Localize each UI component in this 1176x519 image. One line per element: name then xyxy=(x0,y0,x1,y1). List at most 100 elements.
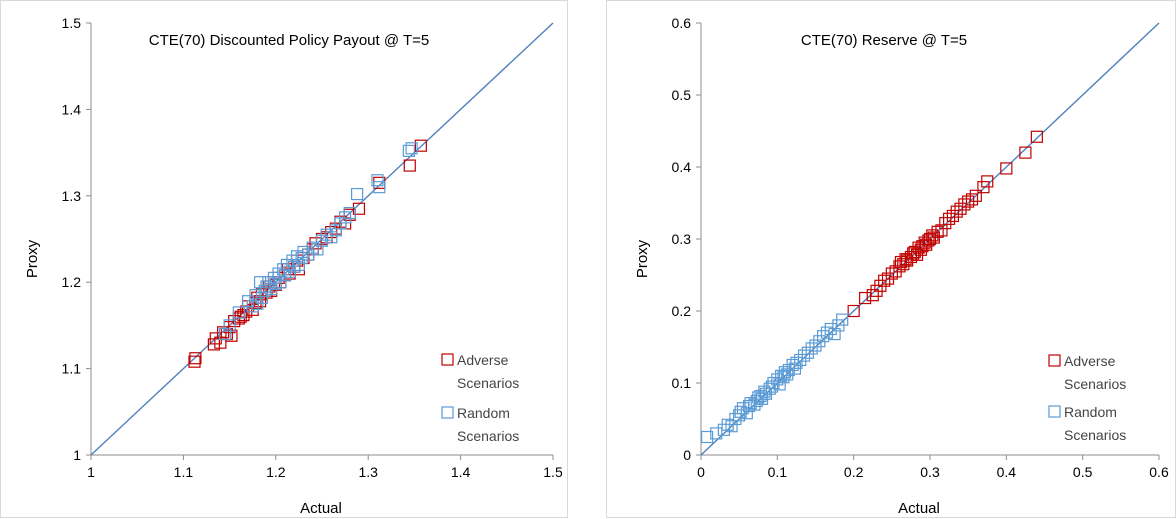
y-tick-label: 1.5 xyxy=(62,15,82,31)
point-random xyxy=(232,306,245,319)
point-random xyxy=(343,206,356,220)
x-tick-label: 0.5 xyxy=(1073,464,1093,480)
reference-line-y-equals-x xyxy=(90,22,554,456)
point-random xyxy=(258,284,271,297)
point-random xyxy=(725,420,738,433)
point-random xyxy=(351,187,364,201)
x-tick-label: 1.5 xyxy=(543,464,563,480)
point-random xyxy=(320,228,333,241)
x-tick-label: 1.2 xyxy=(266,464,286,480)
x-tick-label: 0.3 xyxy=(920,464,940,480)
point-random xyxy=(740,407,753,420)
legend-marker-adverse xyxy=(1048,354,1061,367)
legend: Adverse Scenarios Random Scenarios xyxy=(1048,353,1126,443)
point-random xyxy=(701,430,714,444)
point-random xyxy=(371,174,384,187)
legend-label-adverse: Adverse xyxy=(457,352,509,368)
point-adverse xyxy=(1030,130,1043,143)
point-adverse xyxy=(931,225,944,238)
y-tick-label: 1.2 xyxy=(62,274,82,290)
point-random xyxy=(797,349,811,362)
point-random xyxy=(405,142,418,155)
point-random xyxy=(373,181,386,194)
x-tick-label: 1.3 xyxy=(358,464,378,480)
y-tick-label: 0.1 xyxy=(672,375,692,391)
point-adverse xyxy=(188,355,201,368)
x-tick-label: 0.1 xyxy=(768,464,788,480)
point-random xyxy=(809,339,822,352)
point-random xyxy=(288,260,301,273)
point-random xyxy=(278,269,292,282)
point-adverse xyxy=(969,189,982,202)
point-random xyxy=(260,280,273,293)
legend-marker-random xyxy=(441,406,454,419)
point-random xyxy=(274,276,287,289)
point-adverse xyxy=(403,159,416,172)
point-random xyxy=(733,409,746,422)
point-adverse xyxy=(859,291,872,305)
x-tick-label: 0.4 xyxy=(997,464,1017,480)
y-tick-label: 0.6 xyxy=(672,15,692,31)
point-adverse xyxy=(954,202,967,215)
point-random xyxy=(778,366,792,379)
legend-marker-adverse xyxy=(441,353,454,366)
x-axis-title: Actual xyxy=(300,500,342,517)
point-random xyxy=(836,313,849,326)
x-tick-label: 0 xyxy=(697,464,705,480)
point-random xyxy=(311,243,324,256)
point-random xyxy=(710,427,723,440)
point-random xyxy=(253,276,267,289)
x-axis-title: Actual xyxy=(898,500,940,517)
point-adverse xyxy=(1000,162,1013,175)
point-adverse xyxy=(946,209,959,223)
point-random xyxy=(820,326,834,339)
y-tick-label: 0.2 xyxy=(672,303,692,319)
point-adverse xyxy=(214,336,227,349)
point-adverse xyxy=(189,352,202,365)
point-random xyxy=(297,245,310,259)
point-random xyxy=(269,277,282,291)
y-tick-label: 0.5 xyxy=(672,87,692,103)
y-tick-label: 0 xyxy=(683,447,691,463)
point-random xyxy=(339,211,352,224)
y-tick-label: 1 xyxy=(73,447,81,463)
point-random xyxy=(329,224,342,237)
x-tick-label: 1 xyxy=(87,464,95,480)
y-tick-label: 1.1 xyxy=(62,361,82,377)
point-random xyxy=(794,353,807,367)
point-random xyxy=(218,327,232,341)
scatter-chart-left: 1 1.1 1.2 1.3 1.4 1.5 1 1.1 1.2 1.3 1.4 1.5 CTE(70)… xyxy=(24,15,563,517)
legend-label-adverse-line2: Scenarios xyxy=(1064,376,1126,392)
y-tick-label: 1.3 xyxy=(62,188,82,204)
y-tick-label: 1.4 xyxy=(62,101,82,117)
point-random xyxy=(773,378,786,391)
legend-label-random-line2: Scenarios xyxy=(1064,427,1126,443)
point-adverse xyxy=(414,139,427,152)
point-adverse xyxy=(923,232,937,246)
point-random xyxy=(805,342,818,355)
point-random xyxy=(223,319,236,332)
point-adverse xyxy=(878,274,891,287)
plot-area: 1 1.1 1.2 1.3 1.4 1.5 1 1.1 1.2 1.3 1.4 1.5 xyxy=(62,15,563,480)
point-adverse xyxy=(939,217,952,230)
legend-marker-random xyxy=(1048,405,1061,418)
chart-panel-right: 0 0.1 0.2 0.3 0.4 0.5 0.6 0 0.1 0.2 0.3 0.4 0.5 0.6 C… xyxy=(606,0,1176,518)
chart-panel-left: 1 1.1 1.2 1.3 1.4 1.5 1 1.1 1.2 1.3 1.4 1.5 CTE(70)… xyxy=(0,0,568,518)
x-tick-label: 0.6 xyxy=(1149,464,1169,480)
point-random xyxy=(325,231,338,244)
y-axis-title: Proxy xyxy=(634,239,651,278)
point-random xyxy=(292,258,305,272)
point-adverse xyxy=(950,205,963,218)
scatter-chart-right: 0 0.1 0.2 0.3 0.4 0.5 0.6 0 0.1 0.2 0.3 0.4 0.5 0.6 C… xyxy=(634,15,1169,517)
point-adverse xyxy=(942,212,956,225)
point-adverse xyxy=(866,289,879,302)
legend-label-random-line2: Scenarios xyxy=(457,428,519,444)
x-tick-label: 0.2 xyxy=(844,464,864,480)
point-adverse xyxy=(965,193,979,206)
point-random xyxy=(402,144,415,157)
x-tick-label: 1.1 xyxy=(174,464,194,480)
legend-label-random: Random xyxy=(457,405,510,421)
y-axis-title: Proxy xyxy=(24,239,41,278)
point-adverse xyxy=(935,224,948,237)
point-random xyxy=(828,327,841,341)
